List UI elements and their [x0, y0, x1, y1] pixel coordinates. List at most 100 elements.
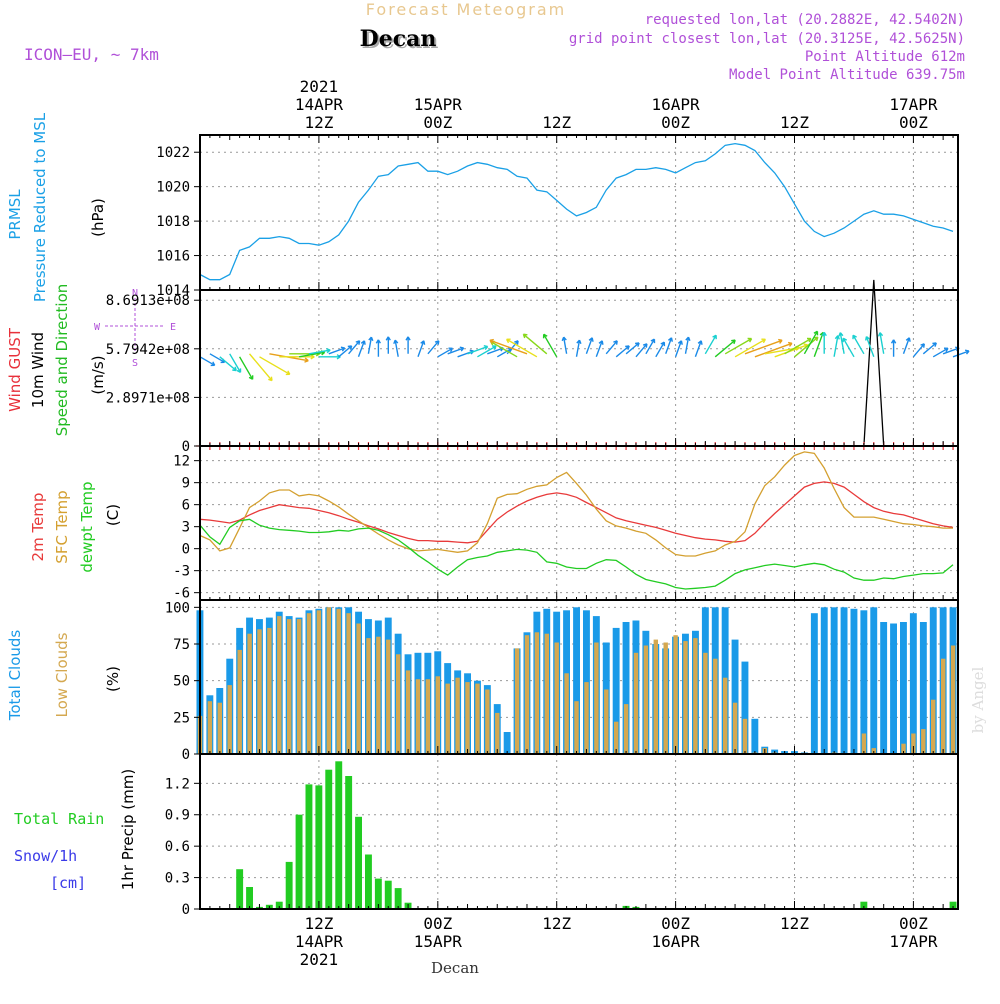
- low-cloud-bar: [732, 702, 738, 754]
- wind-arrow: [877, 332, 885, 354]
- low-cloud-bar: [247, 633, 252, 754]
- meteogram-title: Forecast Meteogram: [366, 0, 566, 19]
- wind-arrow: [890, 339, 897, 357]
- low-cloud-bar: [534, 632, 540, 754]
- low-cloud-bar: [950, 645, 956, 754]
- temperature-panel: 2m Temp SFC Temp dewpt Temp (C) -6 -3 0 3 6 9 12: [29, 445, 959, 602]
- wind-arrow: [585, 337, 594, 355]
- wind-arrow: [842, 337, 855, 358]
- total-cloud-bar: [919, 622, 927, 754]
- low-cloud-bar: [277, 616, 282, 754]
- wind-ylabel: (m/s): [89, 355, 107, 394]
- pressure-line: [199, 142, 954, 281]
- time-label-top: 12Z: [542, 113, 571, 132]
- total-cloud-bar: [731, 639, 739, 754]
- total-cloud-bar: [900, 622, 907, 754]
- clouds-ytick-label: 50: [173, 674, 190, 690]
- total-cloud-bar: [503, 732, 511, 754]
- wind-arrow: [308, 347, 331, 355]
- low-cloud-bar: [257, 629, 262, 754]
- low-cloud-bar: [514, 648, 520, 754]
- wind-arrow: [348, 340, 361, 355]
- total-cloud-bar: [840, 607, 848, 754]
- low-cloud-bar: [643, 645, 649, 754]
- time-label-bottom: 2021: [300, 950, 339, 969]
- wind-arrow: [744, 338, 783, 355]
- low-cloud-bar: [376, 636, 381, 754]
- wind-arrow: [575, 339, 582, 357]
- wind-arrow: [595, 340, 604, 358]
- rain-bar: [949, 901, 957, 909]
- precip-label-snow: Snow/1h: [14, 847, 77, 865]
- pressure-ytick-label: 1014: [156, 283, 190, 299]
- time-label-bottom: 00Z: [423, 914, 452, 933]
- low-cloud-bar: [911, 733, 916, 754]
- low-cloud-bar: [584, 682, 589, 754]
- rain-bar: [325, 769, 333, 909]
- time-label-bottom: 12Z: [542, 914, 571, 933]
- sfc-temp-line: [199, 451, 953, 557]
- total-cloud-bar: [741, 661, 749, 754]
- wind-frame: [199, 289, 959, 447]
- temp-ylabel: (C): [104, 504, 122, 526]
- wind-arrow: [645, 338, 656, 355]
- total-cloud-bar: [810, 613, 818, 754]
- rain-bar: [236, 869, 244, 909]
- wind-arrow: [357, 340, 366, 358]
- cloud-label-total: Total Clouds: [6, 630, 24, 722]
- wind-arrow: [922, 342, 937, 355]
- wind-arrow: [457, 349, 475, 358]
- total-cloud-bar: [830, 607, 838, 754]
- wind-arrow: [505, 338, 538, 358]
- pressure-ytick-label: 1020: [156, 180, 190, 196]
- low-cloud-bar: [316, 610, 322, 754]
- wind-arrow: [269, 353, 309, 363]
- rain-bar: [246, 887, 253, 909]
- wind-arrow: [833, 335, 840, 357]
- temperature-ytick-label: -3: [173, 564, 190, 580]
- wind-label-direction: Speed and Direction: [53, 284, 71, 437]
- wind-panel: N E S W 0 2.8971e+08 5.7942e+08 8.6913e+08 Wind …: [6, 279, 970, 455]
- wind-arrow: [385, 336, 391, 354]
- panels-group: PRMSL Pressure Reduced to MSL (hPa) 1014 101…: [6, 77, 970, 969]
- low-cloud-bar: [524, 635, 530, 754]
- low-cloud-bar: [673, 635, 678, 754]
- wind-ytick-label: 0: [182, 439, 190, 455]
- low-cloud-bar: [287, 619, 292, 754]
- low-cloud-bar: [306, 613, 312, 754]
- wind-arrow: [821, 331, 827, 354]
- precip-frame: [199, 753, 959, 910]
- low-cloud-bar: [742, 718, 748, 754]
- rain-bar: [295, 814, 303, 909]
- low-cloud-bar: [405, 670, 411, 754]
- low-cloud-bar: [683, 641, 688, 754]
- precip-panel: Total Rain Snow/1h [cm] 1hr Precip (mm) 0 0.3…: [14, 753, 959, 918]
- clouds-ytick-label: 0: [182, 747, 190, 763]
- wind-arrow: [714, 339, 736, 358]
- time-label-top: 17APR: [889, 95, 938, 114]
- pressure-label-prmsl: PRMSL: [6, 189, 24, 240]
- wind-arrow: [865, 336, 875, 358]
- wind-arrow: [615, 345, 630, 358]
- requested-coords: requested lon,lat (20.2882E, 42.5402N): [645, 12, 965, 28]
- dewpt-line: [199, 518, 954, 590]
- temperature-frame: [199, 445, 959, 601]
- temperature-ytick-label: 9: [182, 476, 190, 492]
- low-cloud-bar: [921, 729, 926, 754]
- low-cloud-bar: [861, 733, 867, 754]
- wind-arrow: [674, 340, 683, 358]
- wind-arrow: [694, 340, 703, 358]
- pressure-frame: [199, 134, 959, 291]
- total-cloud-bar: [850, 608, 858, 754]
- total-cloud-bar: [820, 607, 828, 754]
- rain-bar: [315, 785, 323, 909]
- total-cloud-bar: [622, 622, 630, 754]
- wind-arrow: [328, 346, 346, 355]
- low-cloud-bar: [425, 679, 431, 754]
- precip-ytick-label: 0.6: [165, 839, 190, 855]
- wind-arrow: [405, 336, 411, 354]
- low-cloud-bar: [396, 654, 401, 754]
- location-title-shadow: Decan: [362, 28, 439, 54]
- precip-ytick-label: 1.2: [165, 776, 190, 792]
- wind-arrow: [219, 356, 237, 372]
